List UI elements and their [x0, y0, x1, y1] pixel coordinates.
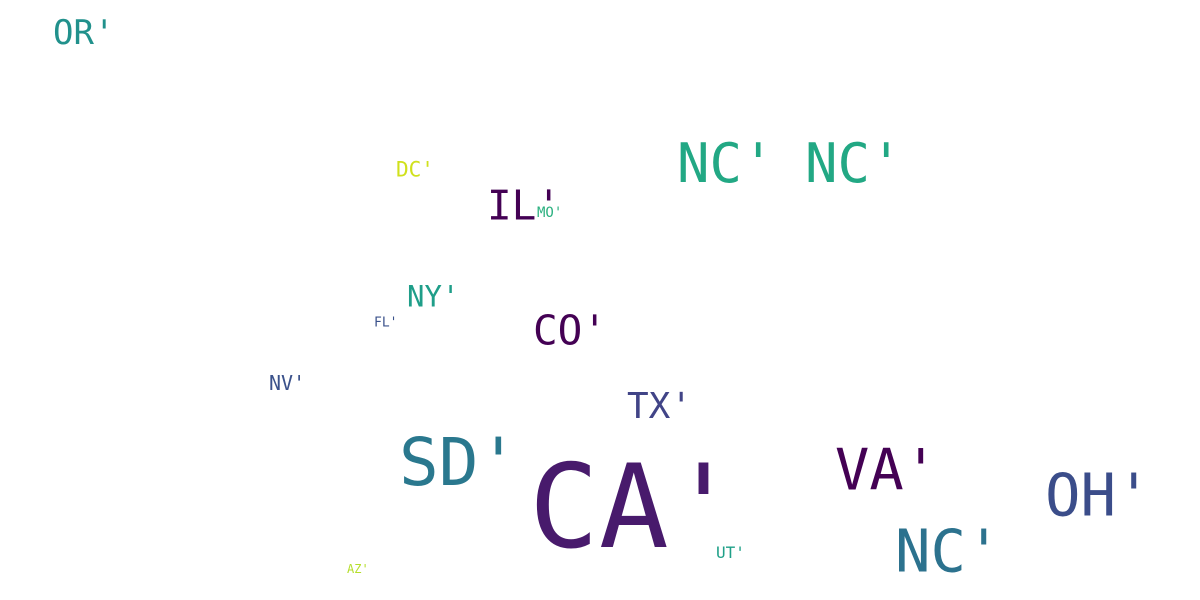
word-mo: MO'	[537, 205, 563, 221]
word-sd: SD'	[399, 424, 519, 501]
word-tx: TX'	[627, 386, 693, 427]
word-co: CO'	[533, 306, 608, 355]
word-il: IL'	[487, 181, 562, 230]
word-fl: FL'	[374, 315, 398, 331]
word-dc: DC'	[396, 157, 434, 182]
word-va: VA'	[835, 437, 938, 504]
word-ny: NY'	[407, 279, 460, 314]
word-ut: UT'	[716, 543, 745, 562]
word-or: OR'	[53, 13, 115, 53]
word-az: AZ'	[347, 562, 369, 576]
word-oh: OH'	[1045, 460, 1152, 530]
word-nv: NV'	[269, 371, 306, 395]
word-nc-2: NC'	[805, 132, 903, 195]
word-nc-3: NC'	[895, 516, 1002, 586]
word-nc-1: NC'	[677, 132, 775, 195]
word-ca: CA'	[529, 440, 739, 575]
